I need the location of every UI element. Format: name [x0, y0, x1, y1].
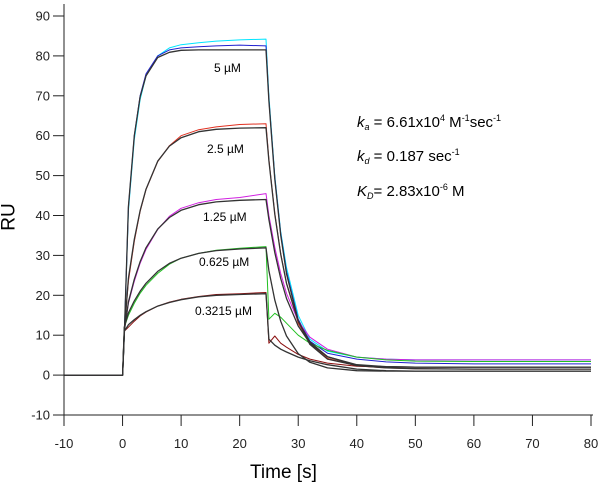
series-line-2	[64, 123, 591, 376]
x-tick-label: 10	[174, 436, 188, 451]
y-tick-label: 40	[36, 208, 50, 223]
y-tick-label: 70	[36, 88, 50, 103]
axes: -10 0 10 20 30 40 50 60 70 80 90 -10 0 10 20 30 40 50 60 70…	[31, 4, 598, 451]
series-line-9	[64, 247, 591, 376]
x-tick-label: 80	[584, 436, 598, 451]
x-tick-label: 30	[291, 436, 305, 451]
ka-annotation: ka = 6.61x104 M-1sec-1	[357, 113, 502, 132]
series-line-0	[64, 38, 591, 376]
series-line-6	[64, 49, 591, 376]
concentration-label-2.5uM: 2.5 µM	[207, 142, 244, 156]
x-tick-label: 40	[350, 436, 364, 451]
x-tick-label: -10	[55, 436, 74, 451]
x-tick-label: 0	[119, 436, 126, 451]
x-tick-label: 60	[467, 436, 481, 451]
series-line-4	[64, 246, 591, 376]
x-tick-label: 20	[232, 436, 246, 451]
x-tick-label: 50	[408, 436, 422, 451]
x-tick-label: 70	[525, 436, 539, 451]
concentration-label-1.25uM: 1.25 µM	[203, 210, 247, 224]
concentration-label-0.3215uM: 0.3215 µM	[195, 304, 252, 318]
y-tick-label: 50	[36, 168, 50, 183]
kd-annotation: kd = 0.187 sec-1	[357, 147, 460, 166]
series-lines	[64, 38, 591, 376]
y-tick-label: 10	[36, 328, 50, 343]
series-line-10	[64, 293, 591, 376]
y-tick-label: 60	[36, 128, 50, 143]
y-tick-label: -10	[31, 408, 50, 423]
series-line-1	[64, 44, 591, 376]
y-tick-label: 0	[43, 368, 50, 383]
y-tick-label: 30	[36, 248, 50, 263]
concentration-label-5uM: 5 µM	[214, 61, 241, 75]
KD-annotation: KD= 2.83x10-6 M	[357, 182, 465, 201]
series-line-5	[64, 292, 591, 376]
concentration-label-0.625uM: 0.625 µM	[199, 255, 250, 269]
y-tick-label: 80	[36, 48, 50, 63]
y-tick-label: 90	[36, 9, 50, 24]
y-tick-label: 20	[36, 288, 50, 303]
series-line-8	[64, 198, 591, 376]
series-line-7	[64, 127, 591, 376]
series-line-3	[64, 193, 591, 376]
x-axis-label: Time [s]	[250, 462, 317, 483]
y-axis-label: RU	[0, 203, 20, 231]
